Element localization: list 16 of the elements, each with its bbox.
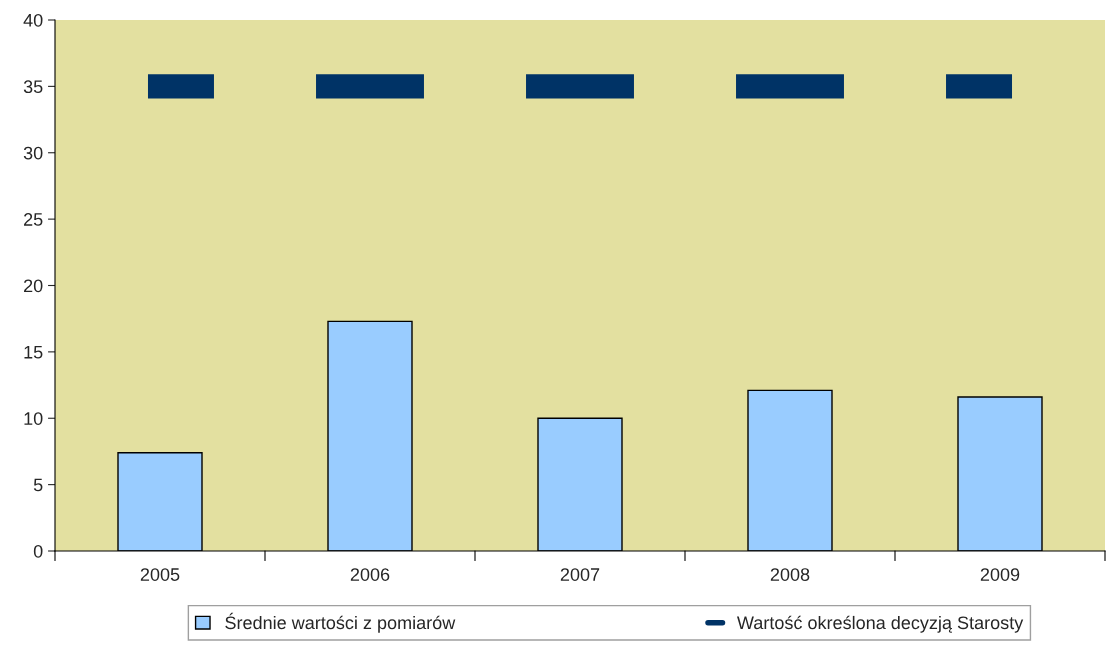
x-tick-label: 2008 bbox=[770, 568, 810, 581]
y-tick-label: 20 bbox=[24, 279, 43, 293]
x-tick-label: 2006 bbox=[350, 568, 390, 581]
x-tick-label: 2009 bbox=[980, 568, 1020, 581]
y-tick-label: 0 bbox=[33, 544, 43, 558]
y-tick-label: 30 bbox=[23, 146, 43, 160]
y-tick-label: 40 bbox=[23, 13, 43, 27]
y-tick-label: 10 bbox=[24, 412, 43, 425]
legend-label: Średnie wartości z pomiarów bbox=[225, 612, 456, 633]
y-tick-label: 25 bbox=[24, 213, 43, 226]
x-tick-label: 2007 bbox=[560, 568, 600, 581]
y-tick-label: 15 bbox=[24, 346, 43, 359]
y-tick-label: 5 bbox=[33, 478, 43, 492]
x-tick-label: 2005 bbox=[140, 568, 180, 581]
legend-label: Wartość określona decyzją Starosty bbox=[737, 615, 1024, 633]
y-tick-label: 35 bbox=[23, 80, 43, 94]
